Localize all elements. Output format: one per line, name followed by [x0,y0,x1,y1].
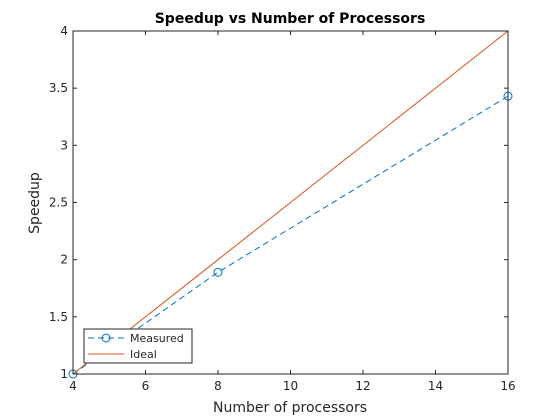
x-tick-label: 4 [69,379,77,393]
y-tick-label: 3 [60,138,68,152]
y-tick-label: 2.5 [49,196,68,210]
y-tick-label: 2 [60,253,68,267]
y-tick-label: 1.5 [49,310,68,324]
y-tick-label: 4 [60,24,68,38]
y-tick-label: 1 [60,367,68,381]
legend-ideal-label: Ideal [130,348,157,361]
legend: Measured Ideal [83,328,193,364]
series-line-measured [72,95,509,375]
chart-title: Speedup vs Number of Processors [155,11,426,27]
x-tick-label: 8 [214,379,222,393]
y-axis-label: Speedup [27,172,43,234]
y-tick-label: 3.5 [49,81,68,95]
legend-measured-marker [101,333,111,343]
x-tick-label: 10 [283,379,298,393]
legend-measured-label: Measured [130,332,184,345]
x-tick-label: 16 [500,379,515,393]
x-axis-label: Number of processors [213,400,367,416]
x-tick-label: 12 [355,379,370,393]
legend-box [83,328,193,364]
data-point-measured [213,267,223,277]
x-tick-label: 14 [428,379,443,393]
x-tick-label: 6 [142,379,150,393]
